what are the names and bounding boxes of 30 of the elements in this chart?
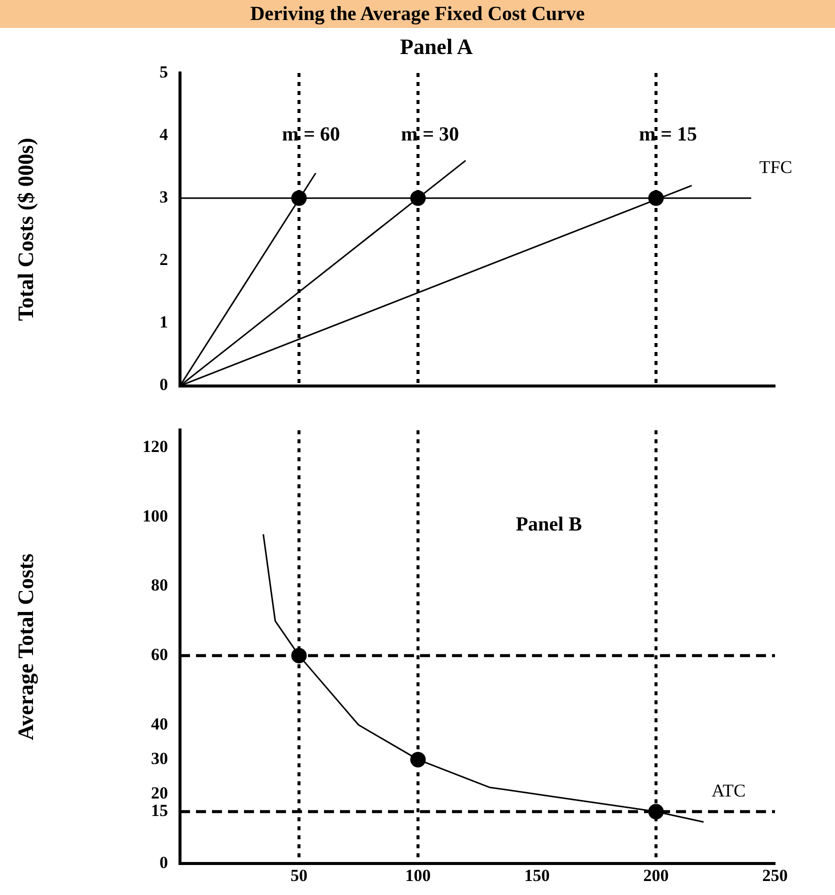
y-tick-label: 15 — [151, 800, 168, 820]
x-tick-label: 150 — [524, 866, 550, 886]
series-label: ATC — [712, 780, 746, 801]
annotation: Panel B — [516, 514, 582, 536]
y-tick-label: 2 — [160, 250, 168, 270]
y-tick-label: 100 — [142, 506, 168, 526]
y-tick-label: 0 — [160, 852, 168, 872]
x-tick-label: 50 — [290, 866, 308, 886]
y-tick-label: 120 — [142, 436, 168, 456]
x-tick-label: 100 — [405, 866, 431, 886]
y-tick-label: 1 — [160, 312, 168, 332]
y-tick-label: 30 — [151, 748, 168, 768]
y-tick-label: 0 — [160, 375, 168, 394]
series-label: TFC — [759, 156, 792, 177]
annotation: m = 30 — [400, 124, 460, 146]
y-tick-label: 80 — [151, 576, 168, 595]
annotation: m = 60 — [282, 124, 340, 146]
y-tick-label: 20 — [151, 784, 168, 803]
y-tick-label: 5 — [160, 62, 168, 82]
y-tick-label: 3 — [160, 188, 168, 207]
chart-subtitle: Panel A — [400, 34, 473, 60]
annotation: m = 15 — [638, 124, 698, 146]
y-axis-title: Average Total Costs — [12, 553, 38, 740]
x-tick-label: 250 — [762, 866, 788, 886]
chart-title: Deriving the Average Fixed Cost Curve — [0, 0, 835, 28]
y-tick-label: 60 — [151, 644, 168, 664]
y-tick-label: 40 — [151, 714, 168, 734]
y-axis-title: Total Costs ($ 000s) — [12, 138, 38, 321]
y-tick-label: 4 — [160, 124, 168, 144]
x-tick-label: 200 — [643, 866, 669, 886]
